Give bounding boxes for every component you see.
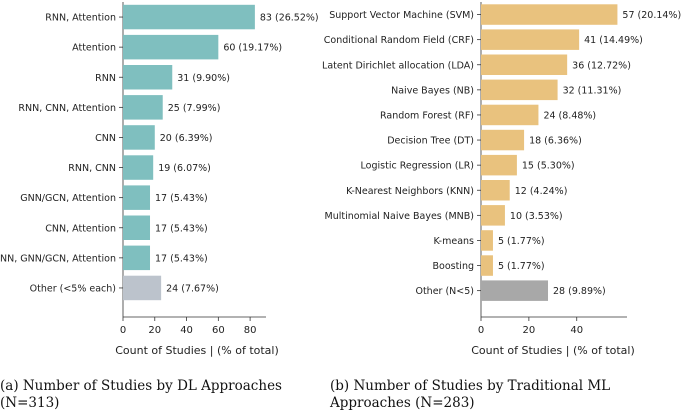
y-tick-label-support-vector-machine-svm: Support Vector Machine (SVM) [329,10,474,21]
data-label-multinomial-naive-bayes-mnb: 10 (3.53%) [510,211,563,222]
data-label-rnn-gnn-gcn-attention: 17 (5.43%) [155,253,208,264]
data-label-k-nearest-neighbors-knn: 12 (4.24%) [515,186,568,197]
y-tick-label-random-forest-rf: Random Forest (RF) [380,110,474,121]
y-tick-label-naive-bayes-nb: Naive Bayes (NB) [391,85,474,96]
bar-boosting [481,255,493,276]
data-label-rnn-cnn: 19 (6.07%) [158,163,211,174]
data-label-attention: 60 (19.17%) [223,43,282,54]
y-tick-label-attention: Attention [72,43,116,54]
y-tick-label-rnn-attention: RNN, Attention [45,13,116,24]
y-tick-label-gnn-gcn-attention: GNN/GCN, Attention [20,193,116,204]
data-label-other-n-5: 28 (9.89%) [553,286,606,297]
bar-cnn-attention [123,215,151,240]
bar-k-means [481,230,493,251]
y-tick-label-other-5-each: Other (<5% each) [30,283,116,294]
bar-other-n-5 [481,280,549,301]
data-label-other-5-each: 24 (7.67%) [166,283,219,294]
data-label-cnn-attention: 17 (5.43%) [155,223,208,234]
x-tick-label-20: 20 [523,325,536,336]
bar-rnn-gnn-gcn-attention [123,245,151,271]
caption-traditional-ml: (b) Number of Studies by Traditional ML … [330,378,611,411]
y-tick-label-decision-tree-dt: Decision Tree (DT) [387,136,474,147]
bar-attention [123,34,219,60]
x-tick-label-20: 20 [148,325,161,336]
x-tick-label-0: 0 [478,325,484,336]
data-label-conditional-random-field-crf: 41 (14.49%) [584,35,643,46]
chart-traditional-ml: Support Vector Machine (SVM) 57 (20.14%) C… [322,2,681,357]
data-label-k-means: 5 (1.77%) [498,236,545,247]
bar-decision-tree-dt [481,129,525,151]
data-label-support-vector-machine-svm: 57 (20.14%) [622,10,681,21]
chart-dl-approaches: RNN, Attention 83 (26.52%) Attention 60 (19… [0,2,319,357]
x-tick-label-40: 40 [570,325,583,336]
y-tick-label-rnn-cnn-attention: RNN, CNN, Attention [18,103,116,114]
data-label-rnn-cnn-attention: 25 (7.99%) [168,103,221,114]
bar-gnn-gcn-attention [123,185,151,210]
data-label-logistic-regression-lr: 15 (5.30%) [522,161,575,172]
data-label-rnn: 31 (9.90%) [177,73,230,84]
x-tick-label-40: 40 [180,325,193,336]
y-tick-label-rnn: RNN [95,73,116,84]
bar-logistic-regression-lr [481,154,517,176]
data-label-boosting: 5 (1.77%) [498,261,545,272]
bar-other-5-each [123,275,162,301]
bar-cnn [123,125,155,150]
y-tick-label-other-n-5: Other (N<5) [415,286,474,297]
data-label-latent-dirichlet-allocation-lda: 36 (12.72%) [572,60,631,71]
bar-latent-dirichlet-allocation-lda [481,54,568,75]
y-tick-label-conditional-random-field-crf: Conditional Random Field (CRF) [324,35,474,46]
bar-naive-bayes-nb [481,79,558,101]
x-axis-title: Count of Studies | (% of total) [471,344,635,357]
bar-random-forest-rf [481,104,539,126]
x-tick-label-60: 60 [212,325,225,336]
data-label-random-forest-rf: 24 (8.48%) [543,110,596,121]
figure-canvas: RNN, Attention 83 (26.52%) Attention 60 (19… [0,2,681,357]
bar-rnn-attention [123,4,255,30]
y-tick-label-rnn-gnn-gcn-attention: RNN, GNN/GCN, Attention [0,253,116,264]
data-label-gnn-gcn-attention: 17 (5.43%) [155,193,208,204]
y-tick-label-cnn-attention: CNN, Attention [45,223,116,234]
caption-dl-approaches: (a) Number of Studies by DL Approaches (… [0,378,282,411]
bar-conditional-random-field-crf [481,29,580,50]
y-tick-label-latent-dirichlet-allocation-lda: Latent Dirichlet allocation (LDA) [322,60,474,71]
data-label-naive-bayes-nb: 32 (11.31%) [563,85,622,96]
x-tick-label-0: 0 [120,325,126,336]
bar-multinomial-naive-bayes-mnb [481,205,505,226]
y-tick-label-cnn: CNN [95,133,116,144]
x-axis-title: Count of Studies | (% of total) [115,344,279,357]
bar-rnn [123,65,173,90]
y-tick-label-boosting: Boosting [432,261,474,272]
data-label-decision-tree-dt: 18 (6.36%) [529,136,582,147]
bar-k-nearest-neighbors-knn [481,180,510,201]
bar-support-vector-machine-svm [481,4,618,25]
y-tick-label-rnn-cnn: RNN, CNN [68,163,116,174]
data-label-cnn: 20 (6.39%) [160,133,213,144]
y-tick-label-k-means: K-means [433,236,474,247]
bar-rnn-cnn [123,155,154,180]
x-tick-label-80: 80 [244,325,257,336]
data-label-rnn-attention: 83 (26.52%) [260,13,319,24]
y-tick-label-logistic-regression-lr: Logistic Regression (LR) [361,161,474,172]
y-tick-label-multinomial-naive-bayes-mnb: Multinomial Naive Bayes (MNB) [325,211,475,222]
bar-rnn-cnn-attention [123,95,163,120]
y-tick-label-k-nearest-neighbors-knn: K-Nearest Neighbors (KNN) [346,186,474,197]
